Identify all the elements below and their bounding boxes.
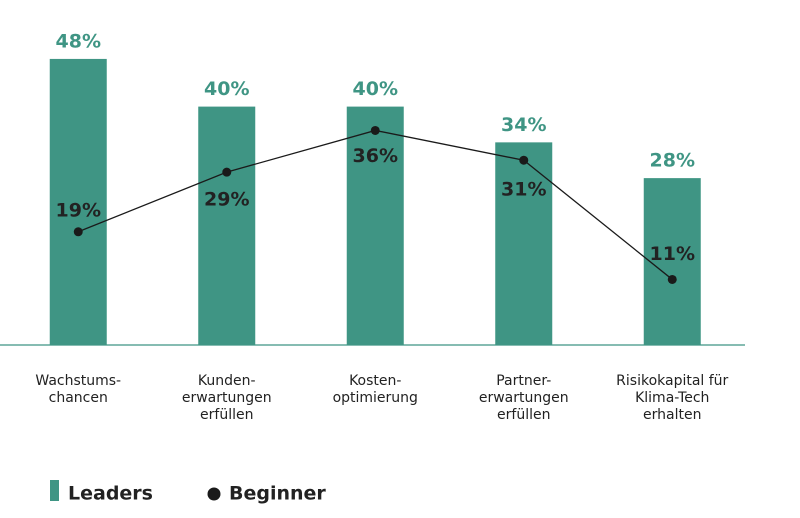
bar-value-label: 28% xyxy=(650,150,695,172)
x-tick-label: optimierung xyxy=(333,390,418,406)
line-value-label: 11% xyxy=(650,243,695,265)
x-tick-label: Kosten- xyxy=(349,373,401,389)
bar-value-label: 40% xyxy=(353,78,398,100)
bar xyxy=(346,106,404,345)
x-tick-label: Kunden- xyxy=(198,373,256,389)
x-tick-label: Klima-Tech xyxy=(635,390,709,406)
x-tick-label: erwartungen xyxy=(182,390,272,406)
legend-label: Beginner xyxy=(229,483,326,505)
x-tick-label: erfüllen xyxy=(497,407,550,423)
line-value-label: 31% xyxy=(501,179,546,201)
x-tick-label: Wachstums- xyxy=(35,373,121,389)
line-point xyxy=(222,167,232,177)
bar-value-label: 34% xyxy=(501,114,546,136)
legend-swatch xyxy=(207,487,221,501)
line-point xyxy=(667,274,677,284)
bar xyxy=(198,106,256,345)
x-tick-label: erhalten xyxy=(643,407,701,423)
bar xyxy=(495,142,553,345)
line-point xyxy=(73,227,83,237)
line-point xyxy=(370,125,380,135)
x-tick-label: Partner- xyxy=(496,373,551,389)
bar-value-label: 40% xyxy=(204,78,249,100)
bar-value-label: 48% xyxy=(56,30,101,52)
line-value-label: 29% xyxy=(204,189,249,211)
x-tick-label: Risikokapital für xyxy=(616,373,728,389)
bar xyxy=(643,178,701,345)
x-tick-label: erfüllen xyxy=(200,407,253,423)
line-value-label: 36% xyxy=(353,145,398,167)
bar xyxy=(49,58,107,346)
x-tick-label: erwartungen xyxy=(479,390,569,406)
x-tick-label: chancen xyxy=(49,390,108,406)
legend-label: Leaders xyxy=(68,483,153,505)
line-point xyxy=(519,155,529,165)
line-value-label: 19% xyxy=(56,199,101,221)
legend-swatch xyxy=(50,480,59,501)
